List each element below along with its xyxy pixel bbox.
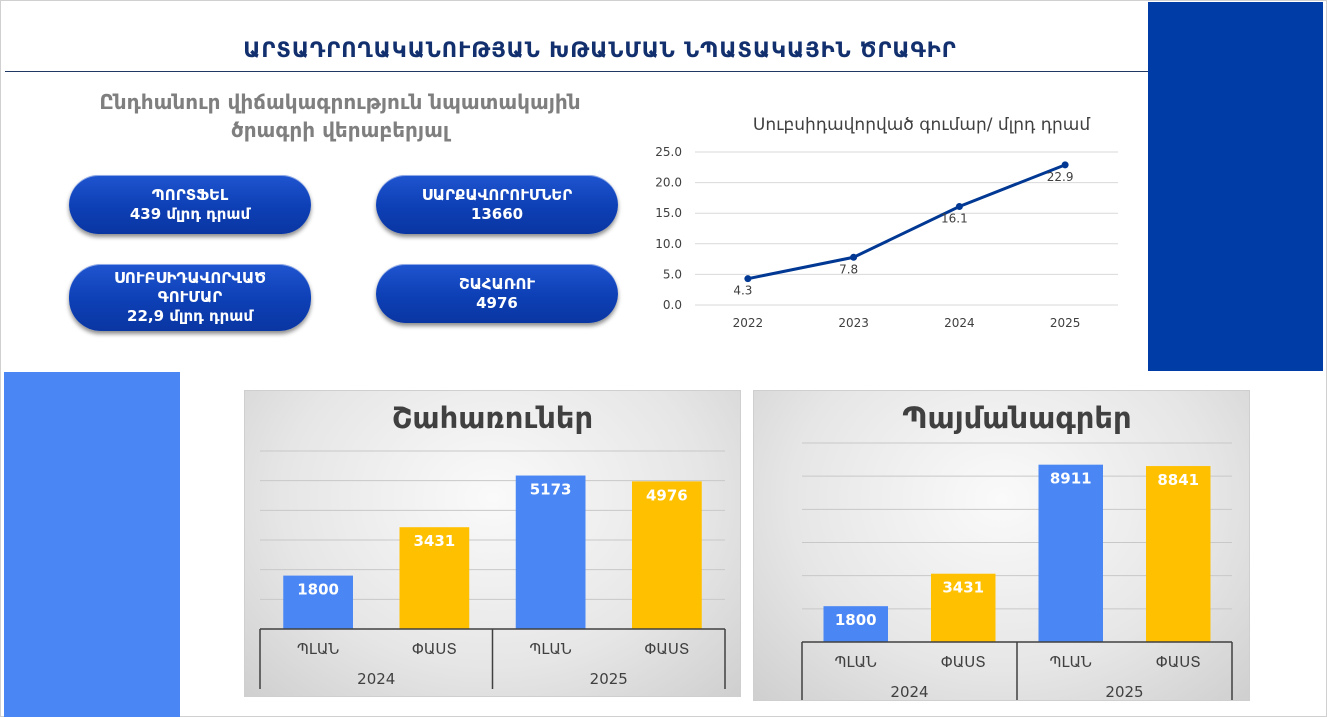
stat-beneficiaries-label: ՇԱՀԱՌՈՒ — [458, 274, 536, 293]
bar-chart-bar — [632, 481, 702, 629]
stats-subtitle-line1: Ընդհանուր վիճակագրություն նպատակային — [99, 90, 581, 114]
bar-chart-title: Պայմանագրեր — [902, 401, 1131, 435]
line-chart-data-label: 16.1 — [941, 211, 968, 225]
bar-chart-data-label: 1800 — [835, 611, 877, 629]
bar-chart-category-label: ՓԱՍՏ — [412, 640, 457, 658]
decorative-blue-block-right — [1148, 2, 1323, 371]
line-chart-data-label: 22.9 — [1047, 170, 1074, 184]
bar-chart-category-label: ՓԱՍՏ — [941, 653, 986, 671]
bar-chart-category-label: ՊԼԱՆ — [1050, 653, 1092, 671]
line-chart-x-tick: 2022 — [733, 316, 764, 330]
stat-portfolio[interactable]: ՊՈՐՏՖԵԼ 439 մլրդ դրամ — [69, 175, 311, 234]
line-chart-point — [955, 202, 963, 210]
stat-subsidized-amount[interactable]: ՍՈՒԲՍԻԴԱՎՈՐՎԱԾ ԳՈՒՄԱՐ 22,9 մլրդ դրամ — [69, 264, 311, 331]
bar-chart-bar — [823, 606, 888, 642]
bar-chart-category-label: ՊԼԱՆ — [297, 640, 339, 658]
stat-equipment[interactable]: ՍԱՐՔԱՎՈՐՈՒՄՆԵՐ 13660 — [376, 175, 618, 234]
line-chart-title: Սուբսիդավորված գումար/ մլրդ դրամ — [753, 115, 1090, 135]
stats-subtitle-line2: ծրագրի վերաբերյալ — [230, 118, 450, 142]
line-chart-y-tick: 0.0 — [663, 298, 682, 312]
bar-chart-group-label: 2025 — [590, 670, 628, 688]
beneficiaries-bar-chart: Շահառուներ 1800 3431 5173 4976 ՊԼԱՆ ՓԱՍՏ ՊԼԱՆ ՓԱ… — [244, 390, 741, 697]
bar-chart-category-label: ՊԼԱՆ — [835, 653, 877, 671]
line-chart-y-tick: 5.0 — [663, 267, 682, 281]
decorative-blue-block-left — [4, 372, 180, 717]
stats-subtitle: Ընդհանուր վիճակագրություն նպատակային ծրա… — [60, 88, 620, 144]
line-chart-y-tick: 20.0 — [655, 176, 682, 190]
line-chart-point — [744, 275, 752, 283]
line-chart-data-label: 7.8 — [839, 262, 858, 276]
stat-beneficiaries-value: 4976 — [476, 293, 518, 312]
bar-chart-group-label: 2025 — [1105, 683, 1143, 700]
bar-chart-bar — [399, 527, 470, 629]
bar-chart-category-label: ՊԼԱՆ — [529, 640, 571, 658]
bar-chart-bar — [1038, 464, 1103, 642]
subsidy-line-chart: Սուբսիդավորված գումար/ մլրդ դրամ 0.0 5.0 10… — [640, 105, 1140, 345]
bar-chart-category-label: ՓԱՍՏ — [644, 640, 689, 658]
title-divider — [5, 71, 1148, 72]
bar-chart-title: Շահառուներ — [392, 401, 593, 435]
bar-chart-group-label: 2024 — [357, 670, 395, 688]
line-chart-series-line — [747, 163, 1066, 281]
line-chart-y-tick: 10.0 — [655, 237, 682, 251]
bar-chart-data-label: 8911 — [1050, 470, 1092, 488]
stat-subsidized-label1: ՍՈՒԲՍԻԴԱՎՈՐՎԱԾ — [113, 269, 267, 287]
stat-beneficiaries[interactable]: ՇԱՀԱՌՈՒ 4976 — [376, 264, 618, 323]
bar-chart-bar — [515, 475, 586, 629]
page-title: ԱՐՏԱԴՐՈՂԱԿԱՆՈՒԹՅԱՆ ԽԹԱՆՄԱՆ ՆՊԱՏԱԿԱՅԻՆ ԾՐ… — [243, 38, 957, 62]
line-chart-y-tick: 25.0 — [655, 145, 682, 159]
line-chart-x-tick: 2025 — [1050, 316, 1081, 330]
bar-chart-category-label: ՓԱՍՏ — [1156, 653, 1201, 671]
bar-chart-data-label: 1800 — [297, 581, 339, 599]
bar-chart-data-label: 8841 — [1157, 471, 1199, 489]
bar-chart-data-label: 5173 — [530, 481, 572, 499]
stat-equipment-value: 13660 — [470, 204, 524, 223]
bar-chart-bar — [1146, 466, 1211, 642]
bar-chart-group-label: 2024 — [890, 683, 928, 700]
beneficiaries-bar-chart-svg: Շահառուներ 1800 3431 5173 4976 ՊԼԱՆ ՓԱՍՏ ՊԼԱՆ ՓԱ… — [259, 401, 726, 689]
bar-chart-data-label: 3431 — [414, 532, 456, 550]
contracts-bar-chart-svg: Պայմանագրեր 1800 3431 8911 8841 ՊԼԱՆ ՓԱՍՏ ՊԼԱՆ Փ… — [801, 401, 1233, 700]
bar-chart-bar — [283, 575, 353, 629]
line-chart-x-tick: 2024 — [944, 316, 975, 330]
stat-equipment-label: ՍԱՐՔԱՎՈՐՈՒՄՆԵՐ — [421, 185, 573, 204]
stat-subsidized-label2: ԳՈՒՄԱՐ — [157, 288, 223, 306]
bar-chart-data-label: 4976 — [646, 486, 688, 504]
stat-portfolio-value: 439 մլրդ դրամ — [129, 204, 251, 223]
line-chart-x-tick: 2023 — [838, 316, 869, 330]
bar-chart-data-label: 3431 — [942, 579, 984, 597]
stat-portfolio-label: ՊՈՐՏՖԵԼ — [151, 185, 229, 204]
line-chart-point — [850, 253, 858, 261]
stat-subsidized-value: 22,9 մլրդ դրամ — [127, 307, 253, 325]
line-chart-point — [1061, 161, 1069, 169]
bar-chart-bar — [931, 573, 996, 642]
subsidy-line-chart-svg: Սուբսիդավորված գումար/ մլրդ դրամ 0.0 5.0 10… — [655, 115, 1118, 330]
contracts-bar-chart: Պայմանագրեր 1800 3431 8911 8841 ՊԼԱՆ ՓԱՍՏ ՊԼԱՆ Փ… — [753, 390, 1250, 701]
line-chart-data-label: 4.3 — [733, 284, 752, 298]
line-chart-y-tick: 15.0 — [655, 206, 682, 220]
